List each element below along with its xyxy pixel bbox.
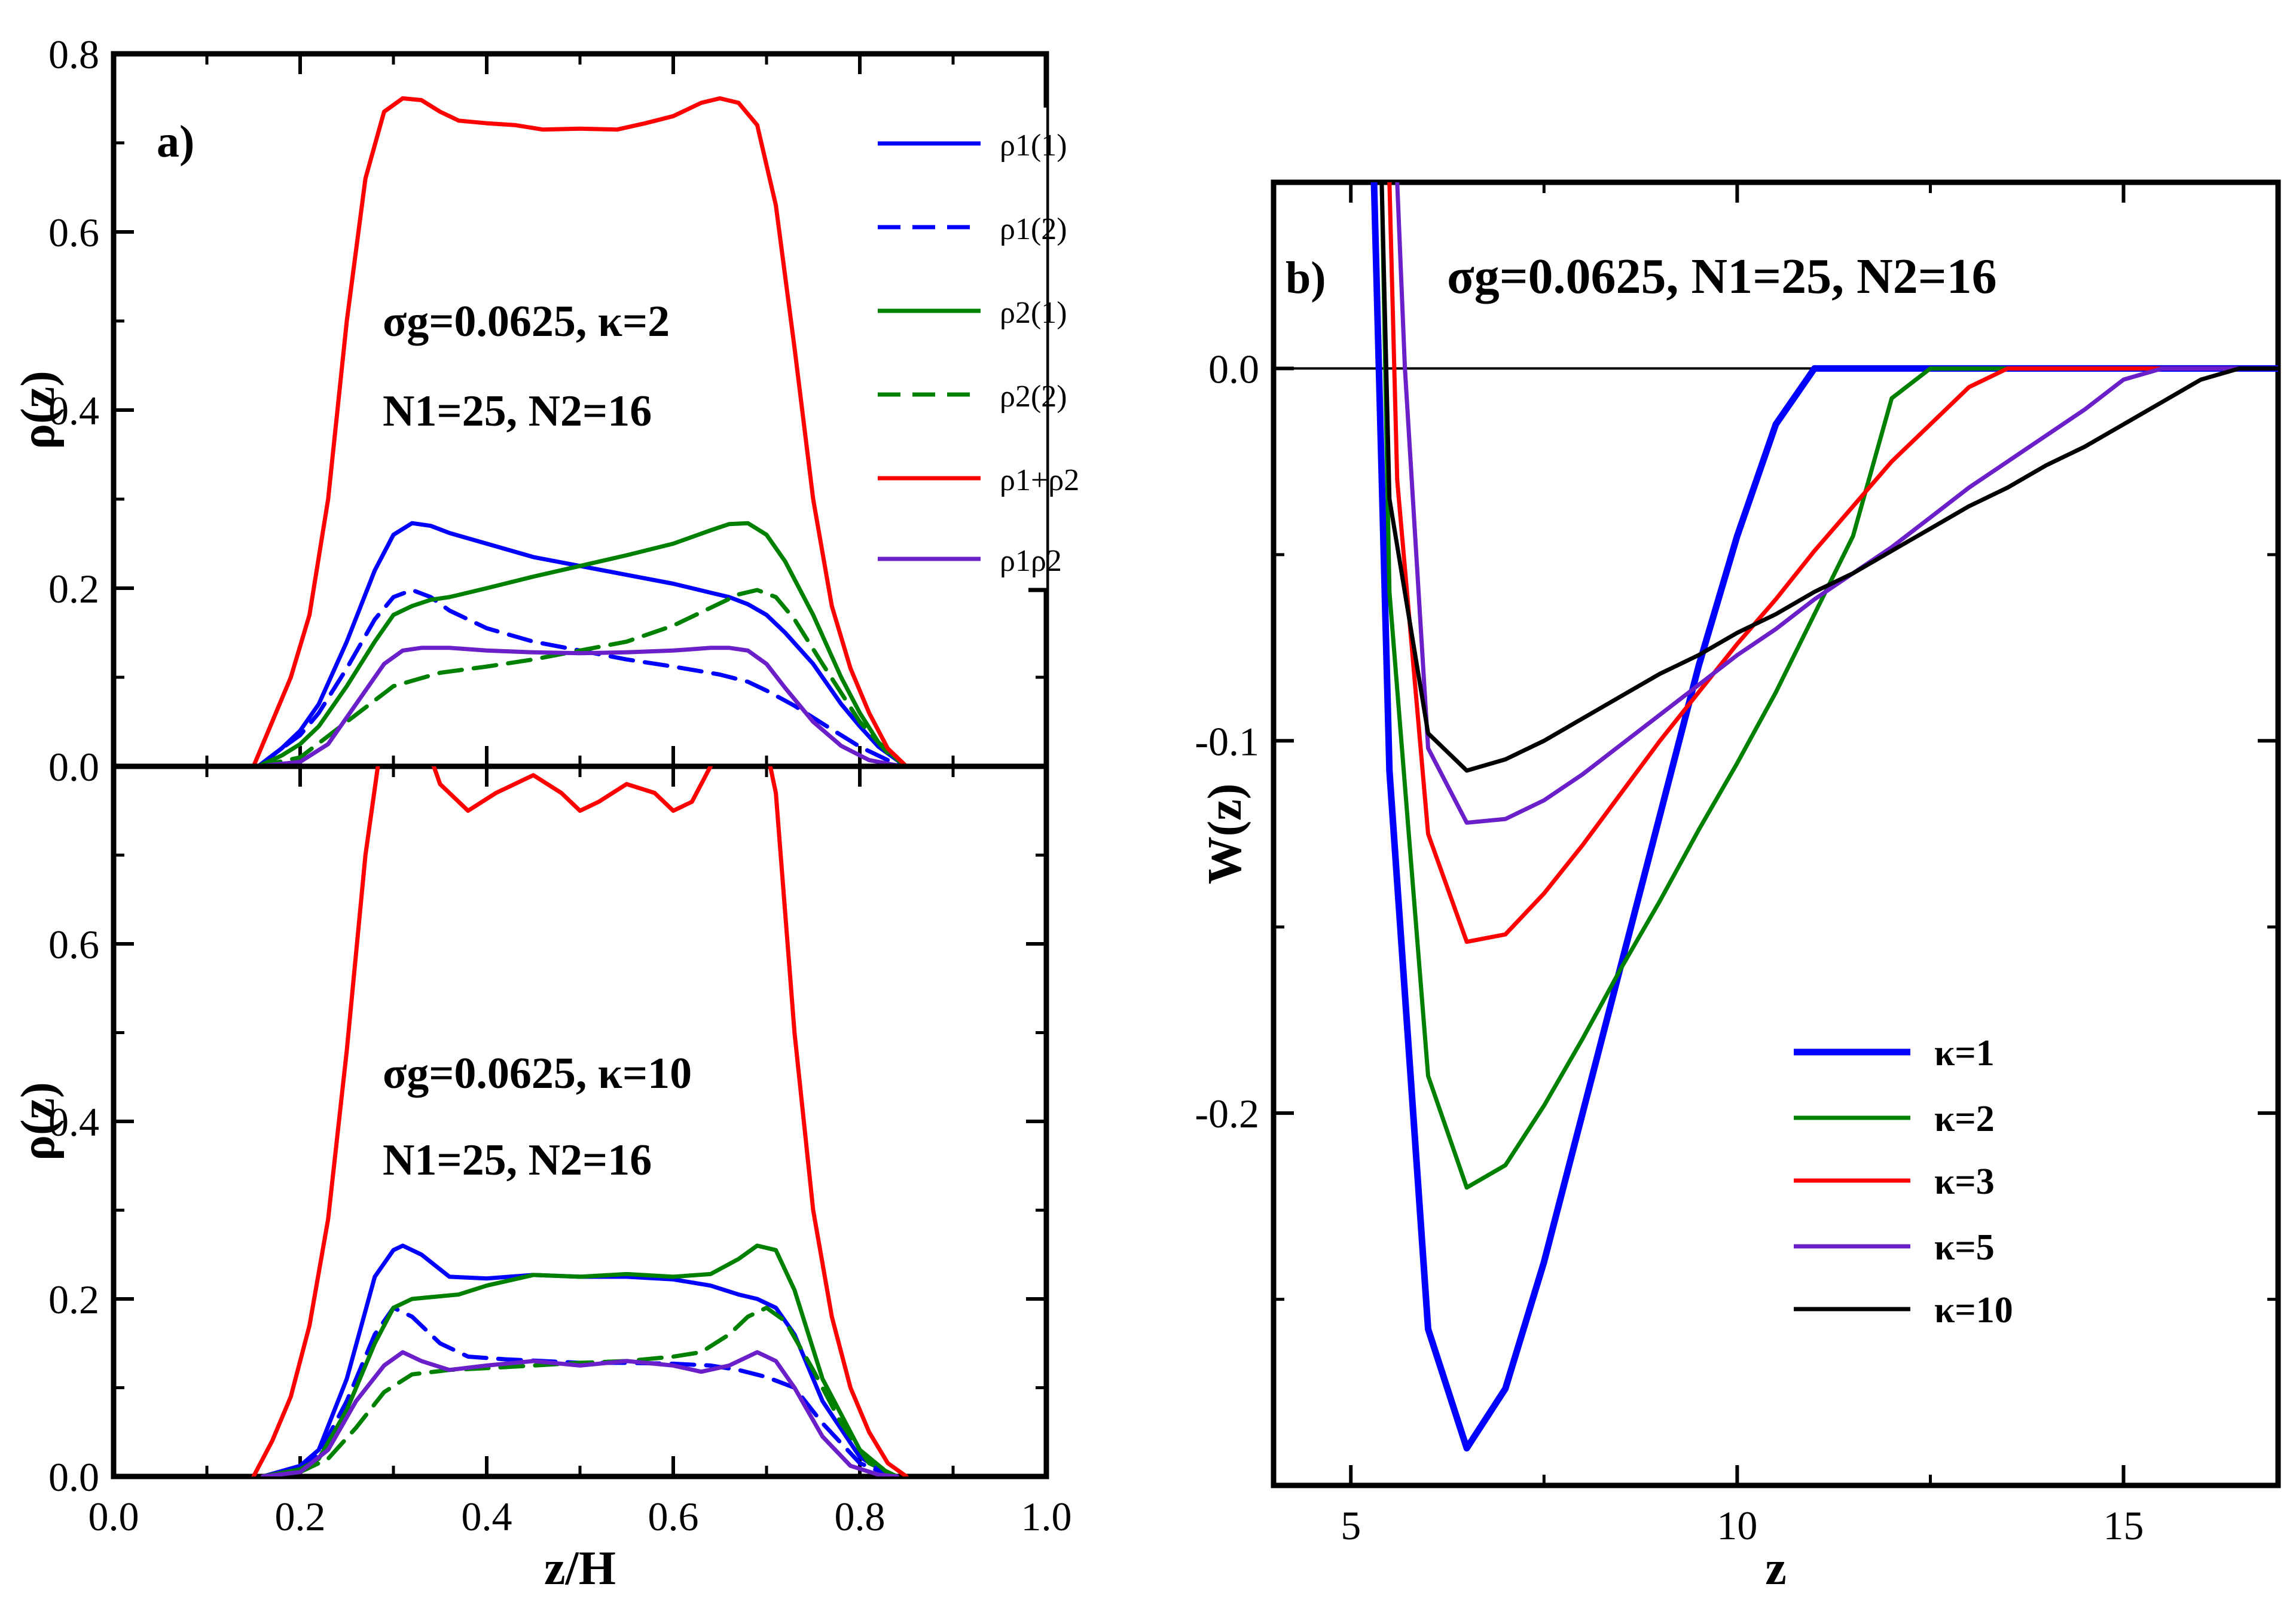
series-line-b-3 [1395, 182, 2278, 825]
x-tick-label: 10 [1717, 1503, 1757, 1548]
legend-label-rho1-2: ρ1(2) [1000, 212, 1067, 246]
panel-a-bottom-ylabel: ρ(z) [12, 1082, 65, 1161]
x-tick-label: 0.8 [835, 1494, 886, 1539]
y-tick-label: 0.8 [48, 32, 99, 77]
series-line-b-2 [1387, 182, 2278, 944]
panel-b-legend: κ=1 κ=2 κ=3 κ=5 κ=10 [1794, 1033, 2013, 1331]
panel-a-top-ylabel: ρ(z) [12, 371, 65, 450]
panel-a-bottom-annotation-1: σg=0.0625, κ=10 [383, 1049, 692, 1098]
y-tick-label: 0.4 [48, 1099, 99, 1145]
series-line-a-top-1 [256, 588, 909, 766]
y-tick-label: 0.2 [48, 566, 99, 612]
series-line-a-top-5 [256, 646, 909, 766]
series-line-a-top-2 [256, 521, 909, 766]
legend-label-kappa-1: κ=1 [1934, 1033, 1995, 1074]
series-line-a-bottom-5 [261, 1350, 899, 1476]
legend-label-kappa-5: κ=5 [1934, 1227, 1995, 1268]
x-tick-label: 0.0 [88, 1494, 139, 1539]
panel-a-bottom-annotation-2: N1=25, N2=16 [383, 1136, 652, 1185]
x-tick-label: 0.6 [648, 1494, 699, 1539]
panel-b-xlabel: z [1765, 1542, 1787, 1595]
x-tick-label: 0.2 [275, 1494, 326, 1539]
y-tick-label: 0.0 [48, 744, 99, 790]
panel-b: 5 10 15 0.0 -0.1 -0.2 W(z) z b) σg=0.0625, N1… [1195, 179, 2281, 1595]
series-line-a-bottom-1 [261, 1306, 899, 1476]
legend-box [867, 108, 1046, 592]
legend-label-rho2-2: ρ2(2) [1000, 380, 1067, 414]
y-tick-label: 0.0 [1208, 346, 1259, 392]
series-line-a-bottom-4 [251, 766, 909, 1476]
legend-label-rho-sum: ρ1+ρ2 [1000, 463, 1079, 497]
legend-label-rho1-1: ρ1(1) [1000, 129, 1067, 163]
series-line-a-top-4 [251, 96, 909, 766]
series-line-b-1 [1379, 182, 2278, 1190]
panel-a-bottom: 0.0 0.2 0.4 0.6 0.8 1.00.00.20.40.6 ρ(z) z/H … [12, 763, 1072, 1595]
legend-label-rho-product: ρ1ρ2 [1000, 544, 1062, 578]
y-tick-label: 0.0 [48, 1454, 99, 1500]
series-line-b-0 [1370, 182, 2278, 1452]
series-line-a-top-3 [256, 588, 909, 766]
panel-a-legend: ρ1(1) ρ1(2) ρ2(1) ρ2(2) ρ1+ρ2 ρ1ρ2 [867, 108, 1079, 766]
panel-a-label: a) [157, 117, 194, 167]
x-tick-label: 15 [2103, 1503, 2144, 1548]
series-line-a-bottom-2 [261, 1243, 899, 1476]
panel-b-label: b) [1286, 253, 1326, 303]
panel-b-ylabel: W(z) [1199, 784, 1251, 885]
legend-label-kappa-3: κ=3 [1934, 1161, 1995, 1202]
y-tick-label: -0.2 [1195, 1091, 1259, 1136]
x-tick-label: 5 [1341, 1503, 1361, 1548]
panel-a-top-annotation-2: N1=25, N2=16 [383, 387, 652, 436]
y-tick-label: 0.4 [48, 388, 99, 433]
x-tick-label: 1.0 [1021, 1494, 1072, 1539]
panel-a-xlabel: z/H [544, 1542, 616, 1595]
y-tick-label: -0.1 [1195, 719, 1259, 764]
y-tick-label: 0.6 [48, 210, 99, 255]
legend-label-kappa-2: κ=2 [1934, 1099, 1995, 1139]
x-tick-label: 0.4 [462, 1494, 512, 1539]
panel-a-top: 0.0 0.2 0.4 0.6 0.8 ρ(z) a) σg=0.0625, κ=2 N… [12, 32, 1079, 790]
series-line-b-4 [1379, 182, 2278, 773]
panel-a-top-annotation-1: σg=0.0625, κ=2 [383, 297, 670, 346]
legend-label-kappa-10: κ=10 [1934, 1290, 2013, 1331]
y-tick-label: 0.2 [48, 1277, 99, 1322]
series-line-a-top-0 [256, 521, 909, 766]
legend-label-rho2-1: ρ2(1) [1000, 296, 1067, 330]
panel-b-frame [1271, 179, 2281, 1488]
panel-b-annotation: σg=0.0625, N1=25, N2=16 [1447, 249, 1997, 304]
panel-a-bottom-frame [111, 763, 1049, 1479]
y-tick-label: 0.6 [48, 922, 99, 967]
